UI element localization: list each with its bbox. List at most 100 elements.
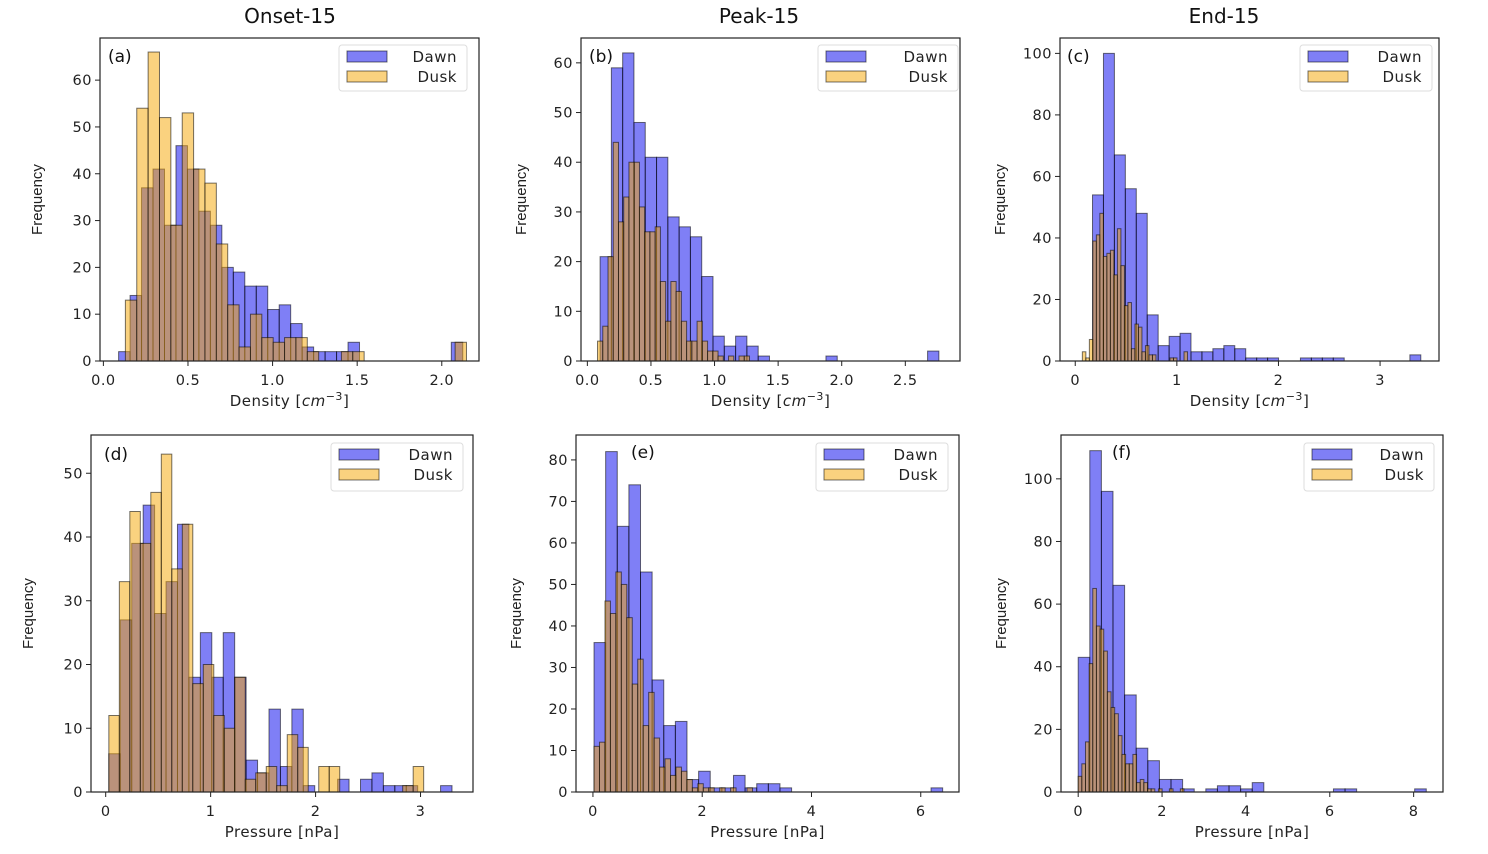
x-tick-label: 0.5 [639, 373, 664, 389]
dusk-bar [1183, 351, 1189, 362]
y-tick-label: 0 [563, 354, 573, 370]
dusk-bar [234, 676, 246, 793]
series-dusk [108, 453, 425, 793]
dusk-bar [223, 727, 236, 793]
y-tick-label: 40 [554, 155, 573, 171]
dusk-bar [633, 161, 640, 362]
dusk-bar [204, 182, 217, 362]
y-tick-label: 60 [549, 536, 568, 552]
dusk-bar [686, 779, 693, 793]
dusk-bar [730, 787, 737, 793]
y-tick-label: 0 [1043, 785, 1053, 801]
y-tick-label: 20 [549, 702, 568, 718]
x-tick-label: 2.0 [429, 373, 454, 389]
dusk-bar [638, 206, 646, 362]
dusk-bar [227, 304, 240, 362]
dusk-bar [150, 491, 162, 793]
y-tick-label: 20 [554, 255, 573, 271]
dusk-bar [108, 715, 120, 793]
dusk-bar [213, 715, 225, 793]
x-tick-label: 0.0 [575, 373, 600, 389]
legend-label-dusk: Dusk [1384, 466, 1424, 484]
dusk-bar [1113, 274, 1118, 362]
dusk-bar [743, 355, 750, 362]
dusk-bar [306, 351, 320, 362]
series-dusk [124, 51, 467, 362]
dawn-bar [1251, 782, 1265, 793]
x-tick-label: 1 [1172, 373, 1182, 389]
dusk-bar [1130, 348, 1136, 362]
y-axis-label: Frequency [993, 578, 1010, 649]
dawn-bar [1147, 760, 1160, 793]
legend-swatch-dawn [823, 448, 865, 461]
legend-swatch-dawn [346, 50, 388, 63]
dusk-bar [746, 787, 753, 793]
dawn-bar [930, 787, 944, 793]
dusk-bar [675, 290, 682, 362]
dusk-bar [1088, 663, 1094, 793]
x-axis-label: Pressure [nPa] [225, 823, 340, 841]
dusk-bar [615, 571, 622, 793]
panel-b: 0 10 20 30 40 50 60 0.0 0.5 1.0 1.5 2.0 2.5 Density [… [513, 37, 961, 410]
dusk-bar [717, 355, 724, 362]
dawn-bar [779, 787, 793, 793]
dusk-bar [1143, 782, 1149, 793]
dusk-bar [238, 346, 251, 362]
dusk-bar [1139, 778, 1145, 793]
y-tick-label: 10 [64, 721, 83, 737]
dawn-bar [382, 785, 396, 793]
y-tick-label: 30 [549, 660, 568, 676]
legend: Dawn Dusk [1303, 442, 1435, 492]
dusk-bar [598, 741, 606, 793]
legend-swatch-dawn [1311, 448, 1353, 461]
x-tick-label: 0 [1073, 804, 1083, 820]
axes-frame [575, 434, 960, 793]
y-tick-label: 20 [1033, 292, 1052, 308]
dusk-bar [680, 770, 688, 793]
x-axis-label: Pressure [nPa] [1195, 823, 1310, 841]
dusk-bar [139, 542, 152, 793]
dawn-bar [1228, 785, 1242, 793]
dusk-bar [686, 340, 693, 362]
y-tick-label: 0 [73, 785, 83, 801]
y-tick-label: 100 [1023, 46, 1052, 62]
dusk-bar [261, 337, 274, 362]
y-tick-label: 30 [64, 594, 83, 610]
legend-label-dawn: Dawn [408, 446, 453, 464]
y-tick-label: 40 [1033, 231, 1052, 247]
y-tick-label: 10 [554, 304, 573, 320]
dusk-bar [1102, 255, 1108, 362]
dusk-bar [1148, 354, 1153, 362]
panel-label: (b) [589, 47, 613, 67]
x-axis-label: Density [cm−3] [711, 390, 831, 410]
dawn-bar [1190, 351, 1203, 362]
y-tick-label: 50 [73, 120, 92, 136]
x-tick-label: 2.0 [829, 373, 854, 389]
dawn-bar [1409, 354, 1422, 362]
dusk-bar [1081, 763, 1086, 793]
panel-label: (a) [108, 47, 132, 67]
dawn-bar [1234, 348, 1247, 362]
x-tick-label: 3 [416, 804, 426, 820]
dusk-bar [628, 161, 635, 362]
legend-swatch-dawn [338, 448, 380, 461]
dusk-bar [412, 766, 425, 793]
dusk-bar [604, 600, 611, 793]
column-title-onset: Onset-15 [244, 4, 336, 28]
panel-a: 0 10 20 30 40 50 60 0.0 0.5 1.0 1.5 2.0 Density [cm−… [29, 37, 480, 410]
dusk-bar [328, 766, 341, 793]
dusk-bar [297, 746, 309, 793]
y-axis-label: Frequency [20, 578, 37, 649]
dusk-bar [708, 787, 715, 793]
y-tick-label: 40 [64, 530, 83, 546]
x-tick-label: 0 [101, 804, 111, 820]
legend-label-dawn: Dawn [412, 48, 457, 66]
axes-frame [580, 37, 961, 362]
dusk-bar [249, 313, 263, 362]
dawn-bar [1212, 348, 1225, 362]
dusk-bar [1095, 234, 1101, 362]
axes-frame [1060, 434, 1444, 793]
dusk-bar [402, 785, 414, 793]
dawn-bar [1223, 345, 1236, 362]
